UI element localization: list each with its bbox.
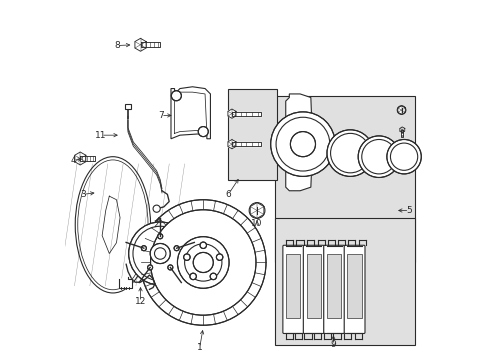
Circle shape [153, 205, 160, 212]
Circle shape [198, 127, 208, 136]
Text: 8: 8 [114, 41, 120, 50]
Text: 2: 2 [154, 220, 159, 229]
Bar [346, 253, 361, 318]
FancyBboxPatch shape [303, 245, 324, 333]
Circle shape [171, 91, 181, 101]
Polygon shape [135, 39, 146, 51]
Text: 1: 1 [196, 343, 202, 352]
Polygon shape [80, 156, 94, 161]
FancyBboxPatch shape [344, 245, 364, 333]
Circle shape [167, 265, 172, 270]
Bar [228, 89, 276, 180]
Circle shape [177, 237, 228, 288]
Circle shape [140, 200, 265, 325]
Circle shape [183, 254, 190, 260]
Circle shape [174, 246, 179, 251]
Bar [326, 253, 341, 318]
Circle shape [270, 112, 335, 176]
Polygon shape [399, 127, 404, 133]
Circle shape [357, 136, 399, 177]
Text: 11: 11 [95, 131, 106, 140]
Circle shape [150, 243, 170, 264]
Bar [306, 253, 320, 318]
Circle shape [189, 273, 196, 280]
Polygon shape [171, 87, 210, 139]
Text: 5: 5 [406, 206, 411, 215]
Polygon shape [231, 142, 260, 146]
Bar [274, 218, 414, 345]
Polygon shape [400, 130, 403, 137]
Polygon shape [231, 112, 260, 116]
Polygon shape [397, 106, 405, 114]
Bar [274, 96, 414, 262]
Polygon shape [250, 203, 264, 219]
Ellipse shape [78, 160, 148, 290]
Circle shape [128, 222, 191, 285]
Circle shape [193, 252, 213, 273]
FancyBboxPatch shape [282, 245, 303, 333]
Text: 6: 6 [225, 190, 231, 199]
Text: 10: 10 [251, 219, 262, 228]
Circle shape [326, 130, 373, 176]
Polygon shape [227, 139, 236, 149]
Circle shape [158, 234, 163, 239]
Polygon shape [285, 94, 312, 191]
Circle shape [290, 132, 315, 157]
Circle shape [150, 210, 255, 315]
Text: 12: 12 [135, 297, 146, 306]
Circle shape [210, 273, 216, 280]
Bar [125, 104, 131, 109]
Polygon shape [227, 109, 236, 118]
Circle shape [141, 246, 146, 251]
Circle shape [386, 139, 421, 174]
Text: 7: 7 [158, 111, 163, 120]
Circle shape [147, 265, 152, 270]
Text: 3: 3 [80, 190, 86, 199]
Circle shape [200, 242, 206, 248]
Polygon shape [75, 152, 86, 165]
Circle shape [216, 254, 223, 260]
Text: 4: 4 [70, 156, 76, 165]
Ellipse shape [75, 157, 150, 293]
Bar [285, 253, 300, 318]
Polygon shape [119, 277, 131, 288]
Text: 9: 9 [330, 341, 336, 350]
FancyBboxPatch shape [323, 245, 344, 333]
Polygon shape [140, 42, 160, 48]
